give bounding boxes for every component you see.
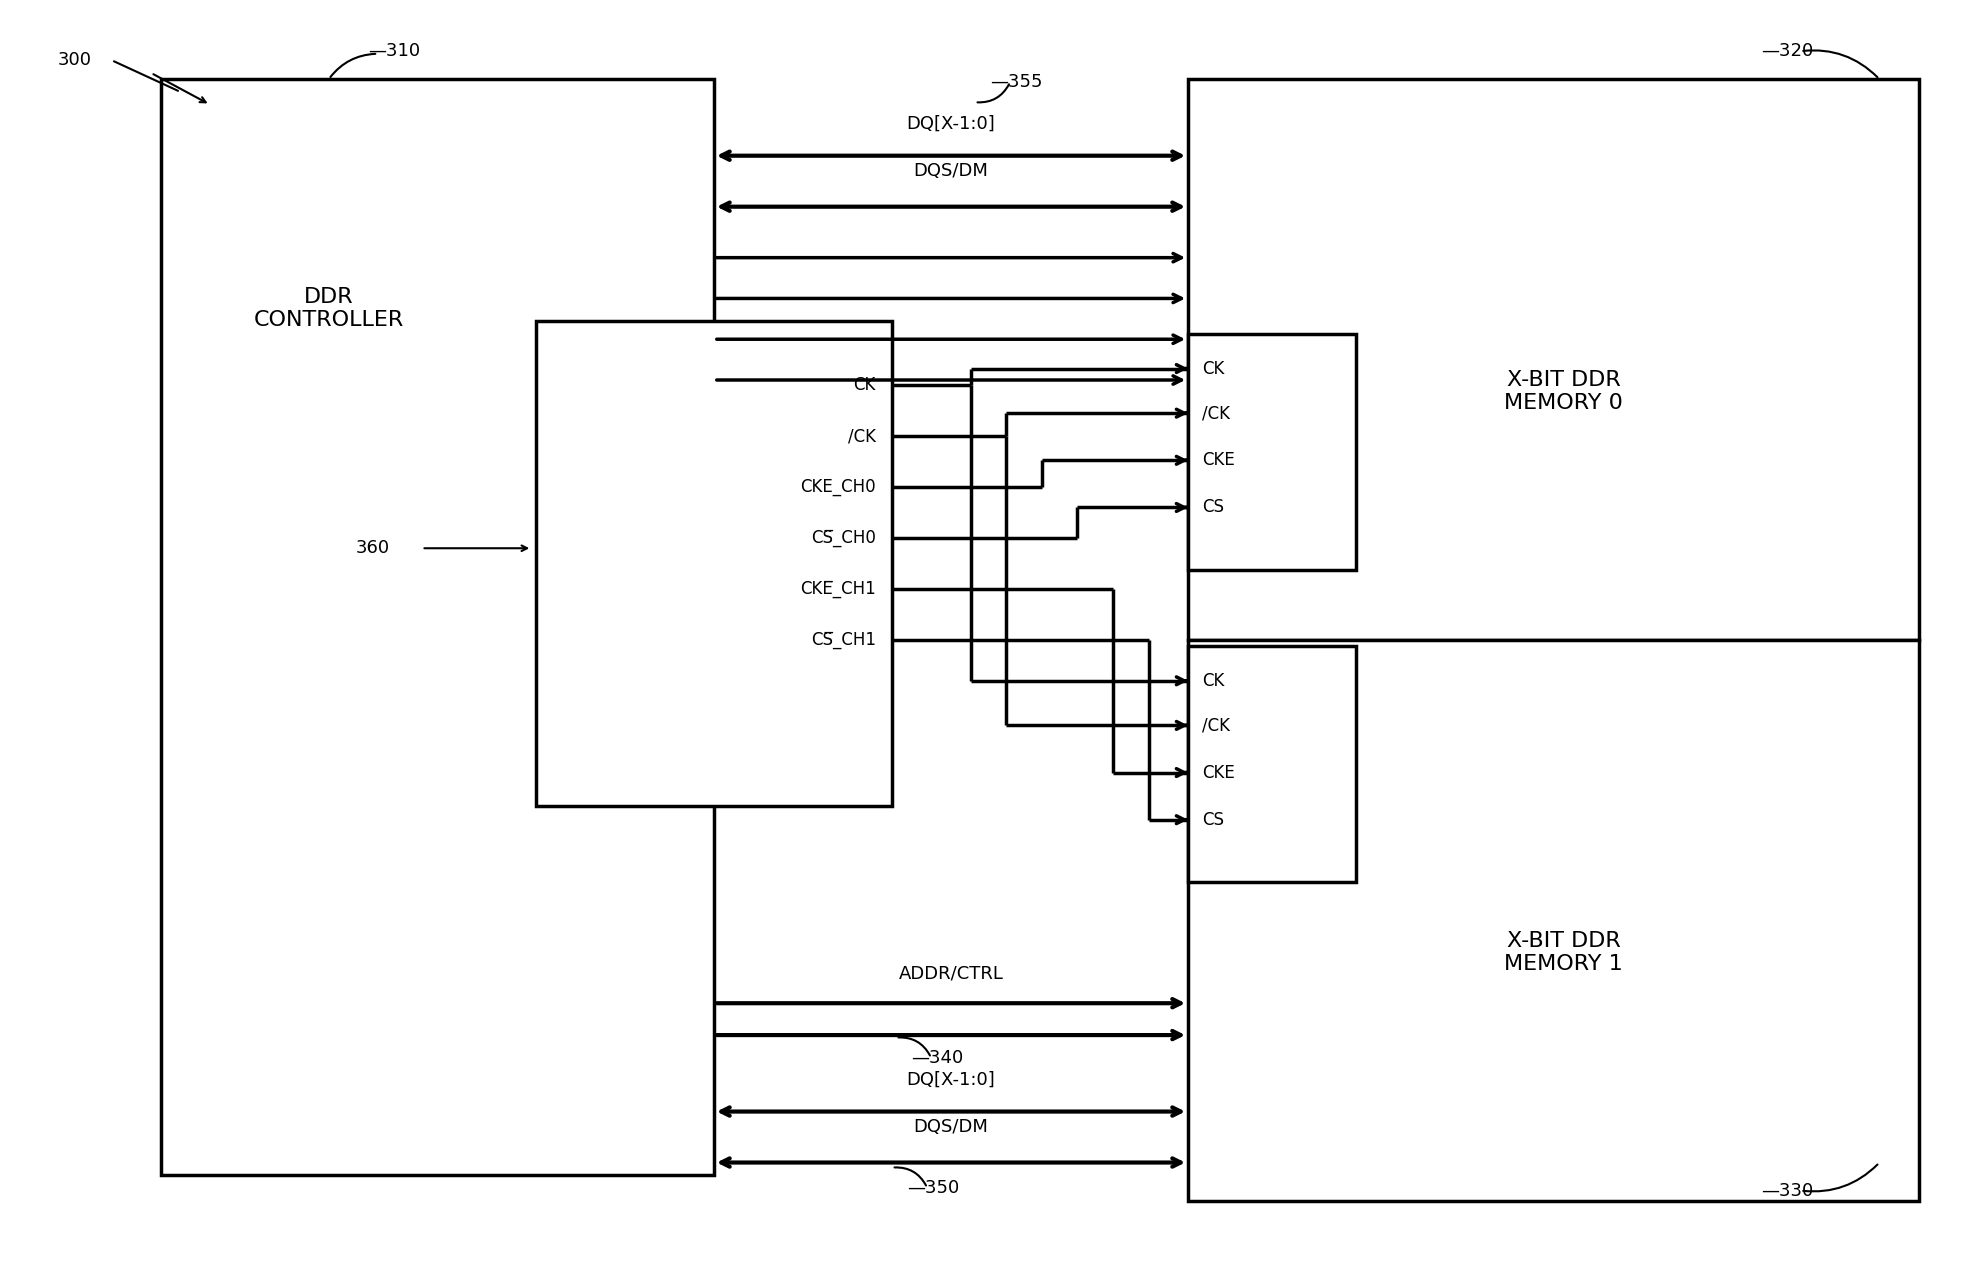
- Text: CKE_CH0: CKE_CH0: [800, 477, 875, 497]
- Text: CKE̅_CH1: CKE̅_CH1: [800, 580, 875, 598]
- Text: CK: CK: [853, 376, 875, 394]
- Text: —330: —330: [1760, 1181, 1812, 1199]
- Text: CKE: CKE: [1202, 452, 1234, 470]
- Text: —310: —310: [368, 42, 420, 60]
- Text: CS̅_CH0: CS̅_CH0: [810, 529, 875, 547]
- Text: DQS/DM: DQS/DM: [913, 1117, 988, 1135]
- Text: —320: —320: [1760, 42, 1812, 60]
- Text: CS̅_CH1: CS̅_CH1: [810, 631, 875, 649]
- Text: 300: 300: [57, 51, 91, 69]
- Text: X-BIT DDR
MEMORY 1: X-BIT DDR MEMORY 1: [1503, 931, 1622, 974]
- Bar: [160, 79, 713, 1175]
- Text: /CK: /CK: [847, 428, 875, 445]
- Text: —340: —340: [911, 1050, 962, 1068]
- Text: —355: —355: [990, 73, 1043, 91]
- Bar: [1188, 79, 1919, 640]
- Bar: [1188, 646, 1354, 882]
- Text: —350: —350: [907, 1179, 958, 1197]
- Text: DQS/DM: DQS/DM: [913, 163, 988, 180]
- Text: X-BIT DDR
MEMORY 0: X-BIT DDR MEMORY 0: [1503, 370, 1622, 413]
- Bar: [1188, 334, 1354, 570]
- Text: /CK: /CK: [1202, 404, 1230, 422]
- Text: CK: CK: [1202, 360, 1224, 378]
- Text: CS: CS: [1202, 810, 1224, 828]
- Text: CK: CK: [1202, 672, 1224, 690]
- Text: /CK: /CK: [1202, 717, 1230, 735]
- Text: CS: CS: [1202, 498, 1224, 516]
- Text: DQ[X-1:0]: DQ[X-1:0]: [907, 1070, 994, 1088]
- Text: 360: 360: [356, 539, 390, 557]
- Text: ADDR/CTRL: ADDR/CTRL: [899, 965, 1004, 983]
- Bar: [537, 321, 891, 805]
- Bar: [1188, 640, 1919, 1201]
- Text: DDR
CONTROLLER: DDR CONTROLLER: [253, 287, 404, 330]
- Text: CKE: CKE: [1202, 764, 1234, 782]
- Text: DQ[X-1:0]: DQ[X-1:0]: [907, 115, 994, 133]
